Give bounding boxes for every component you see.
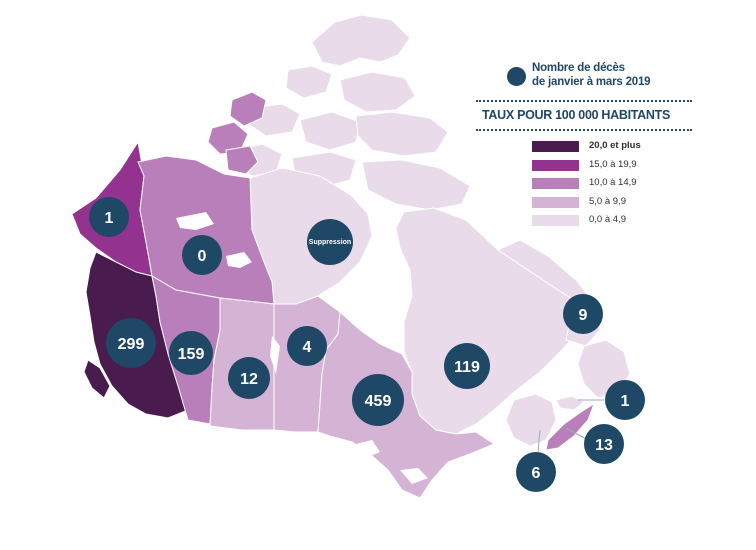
bubble-new-brunswick: 6 <box>516 452 556 492</box>
bubble-count-label: 4 <box>303 339 312 356</box>
bubble-manitoba: 4 <box>287 326 327 366</box>
bubble-circle <box>563 294 603 334</box>
bubble-count-label: 1 <box>621 393 630 410</box>
quebec <box>395 207 581 435</box>
lakes <box>176 212 428 484</box>
legend-divider-bottom <box>476 129 692 131</box>
bubble-count-label: Suppression <box>309 239 351 246</box>
leader-lines <box>537 399 604 453</box>
prince-edward-island <box>555 395 585 411</box>
bubble-count-label: 459 <box>365 393 392 410</box>
legend-bubble-entry: Nombre de décès de janvier à mars 2019 <box>476 60 696 100</box>
bubble-count-label: 13 <box>595 437 613 454</box>
bubble-circle <box>287 326 327 366</box>
bubble-nova-scotia: 13 <box>584 424 624 464</box>
bubble-nunavut: Suppression <box>307 219 353 265</box>
new-brunswick <box>505 393 557 447</box>
legend-swatch <box>532 178 579 189</box>
vancouver-island <box>83 359 111 399</box>
bubble-circle <box>228 357 270 399</box>
bubble-quebec: 119 <box>444 343 490 389</box>
bubble-northwest-territories: 0 <box>182 235 222 275</box>
legend: Nombre de décès de janvier à mars 2019 T… <box>476 60 696 232</box>
bubble-circle <box>584 424 624 464</box>
bubble-ontario: 459 <box>352 374 404 426</box>
legend-class-row: 5,0 à 9,9 <box>476 195 696 214</box>
bubble-circle <box>89 197 129 237</box>
legend-class-label: 20,0 et plus <box>589 140 641 151</box>
death-count-bubbles: 1 0 Suppression 299 159 12 4 459 119 9 1 13 6 <box>89 197 645 492</box>
bubble-legend-line-2: de janvier à mars 2019 <box>532 76 651 88</box>
bubble-count-label: 1 <box>105 210 114 227</box>
bubble-circle <box>169 331 213 375</box>
bubble-count-label: 299 <box>118 336 145 353</box>
bubble-circle <box>444 343 490 389</box>
legend-class-label: 10,0 à 14,9 <box>589 177 637 188</box>
bubble-alberta: 159 <box>169 331 213 375</box>
legend-class-label: 5,0 à 9,9 <box>589 195 626 207</box>
legend-swatch <box>532 141 579 152</box>
bubble-legend-label: Nombre de décès de janvier à mars 2019 <box>532 61 651 89</box>
bubble-british-columbia: 299 <box>106 318 156 368</box>
bubble-saskatchewan: 12 <box>228 357 270 399</box>
nova-scotia <box>545 402 595 451</box>
bubble-circle <box>106 318 156 368</box>
legend-class-label: 15,0 à 19,9 <box>589 158 637 170</box>
legend-class-row: 0,0 à 4,9 <box>476 213 696 232</box>
legend-swatch <box>532 159 579 171</box>
legend-divider-top <box>476 100 692 102</box>
legend-swatch <box>532 196 579 208</box>
bubble-circle <box>352 374 404 426</box>
bubble-count-label: 12 <box>240 371 258 388</box>
nwt-islands <box>207 91 267 175</box>
bubble-circle <box>307 219 353 265</box>
legend-class-row: 15,0 à 19,9 <box>476 158 696 177</box>
legend-class-label: 0,0 à 4,9 <box>589 214 626 225</box>
arctic-islands <box>235 14 471 211</box>
bubble-circle <box>605 380 645 420</box>
bubble-count-label: 6 <box>532 465 541 482</box>
bubble-prince-edward-island: 1 <box>605 380 645 420</box>
bubble-legend-line-1: Nombre de décès <box>532 62 625 74</box>
bubble-count-label: 9 <box>579 307 588 324</box>
bubble-legend-icon <box>507 67 526 86</box>
bubble-yukon: 1 <box>89 197 129 237</box>
legend-classes: 20,0 et plus 15,0 à 19,9 10,0 à 14,9 5,0… <box>476 139 696 232</box>
legend-class-row: 20,0 et plus <box>476 139 696 158</box>
legend-class-row: 10,0 à 14,9 <box>476 176 696 195</box>
bubble-circle <box>182 235 222 275</box>
legend-rate-title: TAUX POUR 100 000 HABITANTS <box>482 108 671 122</box>
bubble-count-label: 0 <box>198 248 207 265</box>
bubble-count-label: 159 <box>178 346 205 363</box>
bubble-circle <box>516 452 556 492</box>
ontario <box>317 310 496 499</box>
bubble-count-label: 119 <box>454 359 480 376</box>
bubble-newfoundland-labrador: 9 <box>563 294 603 334</box>
legend-swatch <box>532 215 579 226</box>
